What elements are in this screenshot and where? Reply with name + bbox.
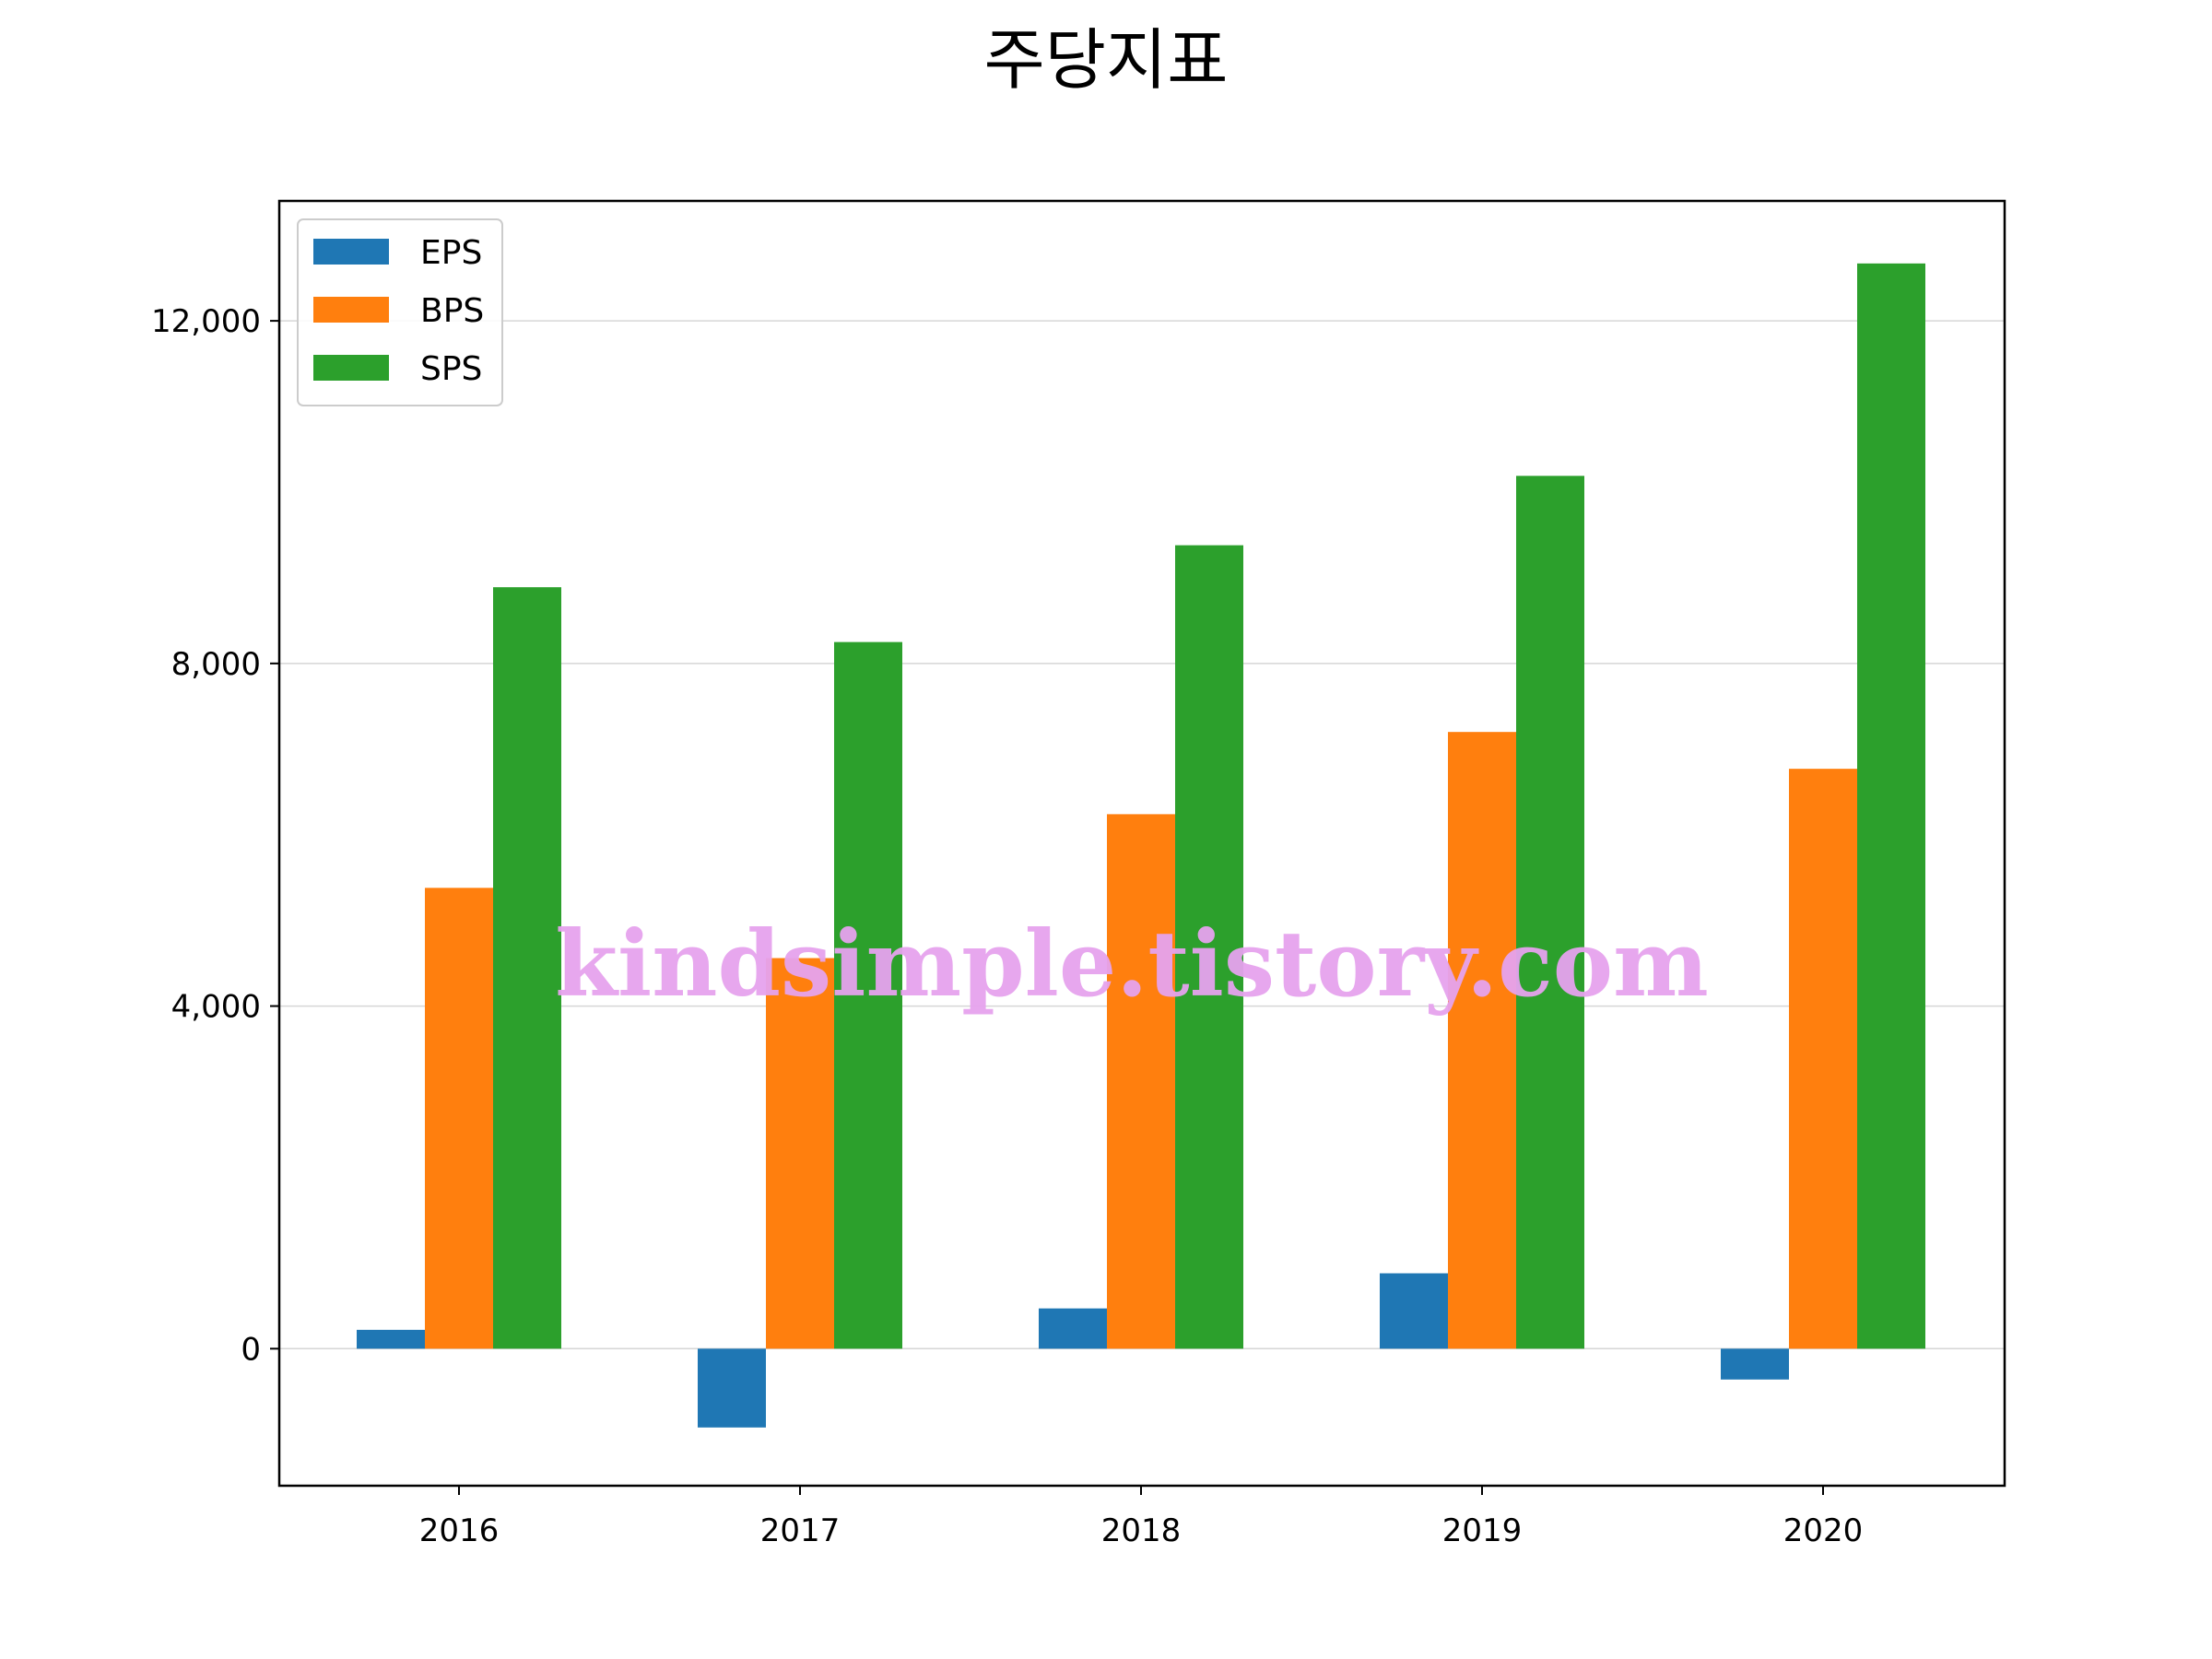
axes: 0 4,000 8,000 12,000 2016 2017 2018 2019 2020 <box>151 199 2006 1549</box>
bar-eps-2017 <box>698 1348 766 1428</box>
bar-bps-2020 <box>1789 769 1857 1349</box>
legend: EPS BPS SPS <box>297 218 503 406</box>
bar-sps-2018 <box>1175 545 1243 1349</box>
bar-eps-2020 <box>1721 1348 1789 1380</box>
bar-eps-2018 <box>1039 1308 1107 1349</box>
y-tick-label: 8,000 <box>171 646 261 683</box>
legend-swatch-bps <box>313 297 389 323</box>
x-tick-label: 2017 <box>760 1512 841 1549</box>
x-tick-label: 2020 <box>1783 1512 1864 1549</box>
bar-bps-2016 <box>425 888 493 1349</box>
x-tick-label: 2019 <box>1442 1512 1523 1549</box>
bar-sps-2020 <box>1857 263 1925 1349</box>
y-tick-label: 4,000 <box>171 989 261 1026</box>
legend-swatch-sps <box>313 355 389 381</box>
bars <box>357 263 1925 1428</box>
bar-bps-2017 <box>766 958 834 1349</box>
x-tick-label: 2018 <box>1101 1512 1182 1549</box>
bar-bps-2019 <box>1448 732 1516 1349</box>
legend-swatch-eps <box>313 239 389 265</box>
legend-label-bps: BPS <box>420 292 484 330</box>
legend-label-sps: SPS <box>420 350 482 388</box>
y-tick-label: 0 <box>241 1331 261 1368</box>
bar-sps-2016 <box>493 587 561 1349</box>
x-tick-label: 2016 <box>419 1512 500 1549</box>
bar-sps-2017 <box>834 641 902 1349</box>
bar-eps-2016 <box>357 1329 425 1349</box>
bar-bps-2018 <box>1107 814 1175 1349</box>
watermark-text: kindsimple.tistory.com <box>555 912 1709 1018</box>
y-tick-label: 12,000 <box>151 303 261 340</box>
legend-label-eps: EPS <box>420 234 482 272</box>
bar-eps-2019 <box>1380 1273 1448 1349</box>
chart-title: 주당지표 <box>984 21 1229 99</box>
bar-sps-2019 <box>1516 476 1584 1349</box>
